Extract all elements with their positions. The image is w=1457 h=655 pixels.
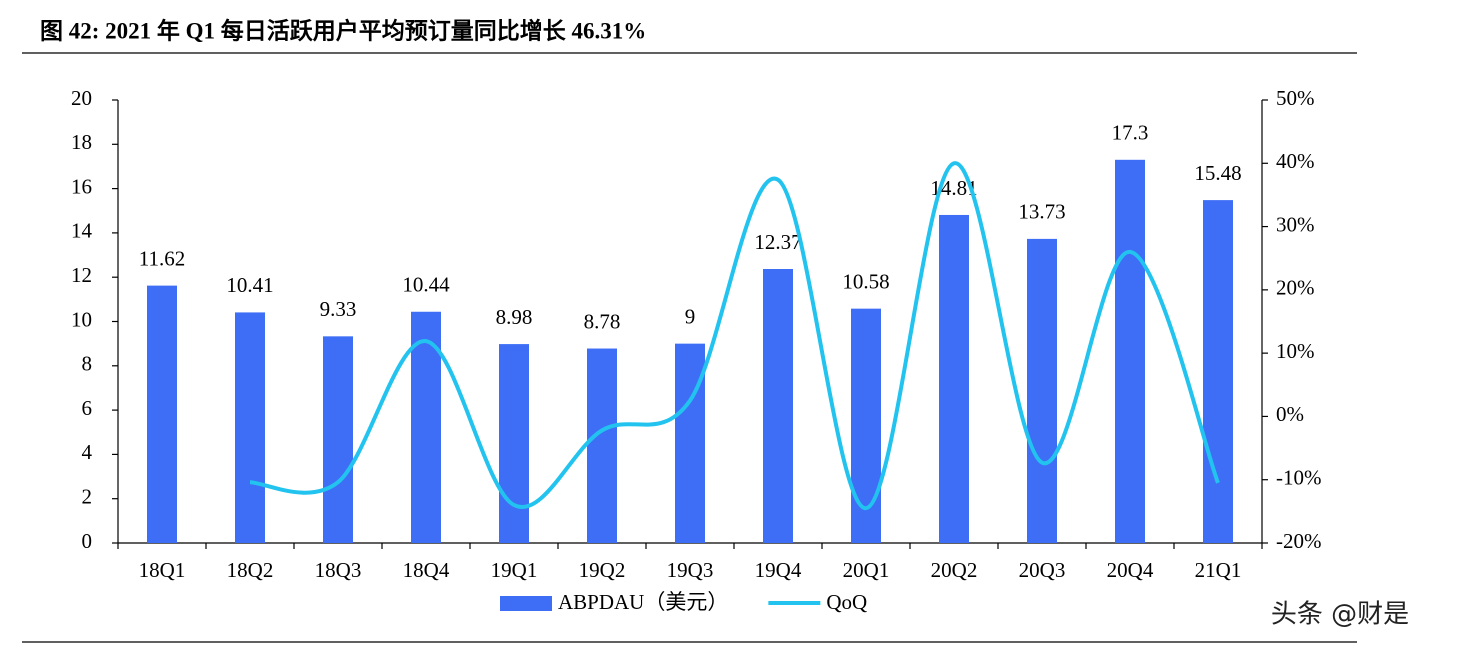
data-label: 9 (685, 304, 696, 328)
bar (147, 285, 177, 543)
data-label: 8.98 (496, 305, 533, 329)
y2-tick-label: 20% (1276, 276, 1315, 300)
bar (587, 348, 617, 543)
data-label: 13.73 (1018, 200, 1065, 224)
bar (939, 214, 969, 543)
x-tick-label: 18Q2 (227, 558, 274, 582)
chart-title: 图 42: 2021 年 Q1 每日活跃用户平均预订量同比增长 46.31% (40, 17, 646, 43)
y2-tick-label: -20% (1276, 529, 1322, 553)
x-tick-label: 20Q4 (1107, 558, 1154, 582)
bar (763, 269, 793, 543)
legend-label: ABPDAU（美元） (558, 590, 728, 614)
x-tick-label: 21Q1 (1195, 558, 1242, 582)
data-label: 15.48 (1194, 161, 1241, 185)
x-tick-label: 18Q1 (139, 558, 186, 582)
bar (675, 343, 705, 543)
x-tick-label: 19Q2 (579, 558, 626, 582)
watermark: 头条 @财是 (1271, 600, 1409, 630)
bar (1027, 238, 1057, 543)
y2-tick-label: 30% (1276, 212, 1315, 236)
y-tick-label: 16 (71, 174, 92, 198)
bar (1203, 200, 1233, 544)
data-label: 8.78 (584, 309, 621, 333)
y-tick-label: 12 (71, 263, 92, 287)
y-tick-label: 18 (71, 130, 92, 154)
bar (851, 308, 881, 543)
y-tick-label: 10 (71, 307, 92, 331)
y-tick-label: 14 (71, 219, 93, 243)
line (249, 161, 1220, 511)
y-tick-label: 6 (82, 396, 93, 420)
data-label: 17.3 (1112, 121, 1149, 145)
legend-swatch (500, 596, 552, 611)
y-tick-label: 0 (82, 529, 93, 553)
y-tick-label: 4 (82, 440, 93, 464)
data-label: 10.44 (402, 273, 450, 297)
y2-tick-label: 10% (1276, 339, 1315, 363)
x-tick-label: 19Q3 (667, 558, 714, 582)
data-label: 10.58 (842, 269, 889, 293)
legend-label: QoQ (826, 590, 867, 614)
bar (235, 312, 265, 543)
bar (323, 336, 353, 543)
bar (499, 344, 529, 543)
y-tick-label: 2 (82, 485, 93, 509)
x-tick-label: 20Q3 (1019, 558, 1066, 582)
data-label: 11.62 (139, 246, 185, 270)
y-tick-label: 8 (82, 352, 93, 376)
bar (1115, 159, 1145, 543)
data-label: 9.33 (320, 297, 357, 321)
x-tick-label: 20Q2 (931, 558, 978, 582)
x-tick-label: 18Q3 (315, 558, 362, 582)
y2-tick-label: 40% (1276, 149, 1315, 173)
y-tick-label: 20 (71, 86, 92, 110)
y2-tick-label: 0% (1276, 402, 1304, 426)
data-label: 10.41 (226, 273, 273, 297)
data-label: 12.37 (754, 230, 801, 254)
x-tick-label: 19Q1 (491, 558, 538, 582)
y2-tick-label: 50% (1276, 86, 1315, 110)
y2-tick-label: -10% (1276, 466, 1322, 490)
x-tick-label: 20Q1 (843, 558, 890, 582)
x-tick-label: 18Q4 (403, 558, 450, 582)
x-tick-label: 19Q4 (755, 558, 802, 582)
